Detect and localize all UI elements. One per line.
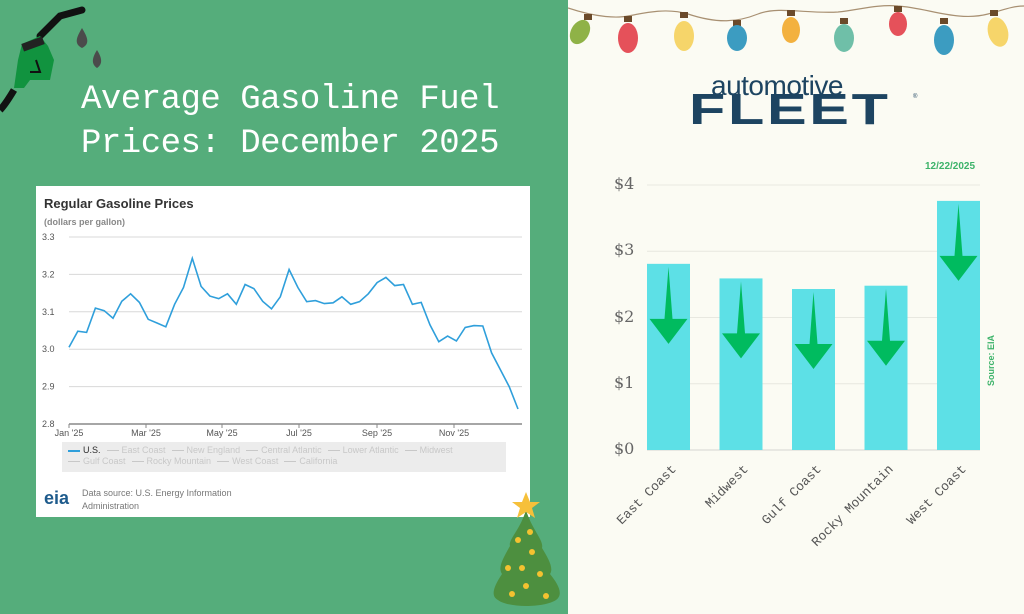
legend-item[interactable]: Midwest bbox=[404, 445, 453, 456]
legend-swatch bbox=[106, 450, 119, 452]
legend-item[interactable]: California bbox=[284, 456, 337, 467]
legend-label: Central Atlantic bbox=[261, 445, 322, 455]
source-line-1: Data source: U.S. Energy Information bbox=[82, 488, 232, 498]
y-tick-label: $4 bbox=[614, 174, 635, 193]
christmas-tree-icon bbox=[493, 492, 560, 606]
light-bulb-icon bbox=[834, 18, 854, 52]
x-tick-label: May '25 bbox=[206, 428, 237, 438]
down-arrow-icon bbox=[722, 281, 760, 359]
y-tick-label: 3.3 bbox=[42, 232, 55, 242]
data-source-note: Data source: U.S. Energy Information Adm… bbox=[82, 487, 282, 513]
source-line-2: Administration bbox=[82, 501, 140, 511]
us-price-line bbox=[68, 255, 519, 410]
x-tick-label: Nov '25 bbox=[439, 428, 469, 438]
legend-swatch bbox=[327, 450, 340, 452]
y-tick-label: 3.1 bbox=[42, 307, 55, 317]
legend-item[interactable]: East Coast bbox=[106, 445, 166, 456]
legend-item[interactable]: Central Atlantic bbox=[246, 445, 322, 456]
legend-label: West Coast bbox=[232, 456, 279, 466]
fuel-pump-icon bbox=[0, 6, 102, 113]
legend-swatch bbox=[68, 461, 80, 463]
legend-label: East Coast bbox=[121, 445, 166, 455]
legend-item[interactable]: Gulf Coast bbox=[68, 456, 126, 467]
x-tick-label: Sep '25 bbox=[362, 428, 392, 438]
line-chart-legend: U.S. East Coast New England Central Atlanti… bbox=[62, 442, 506, 472]
string-lights-decoration bbox=[568, 5, 1024, 55]
legend-label: Rocky Mountain bbox=[146, 456, 212, 466]
light-bulb-icon bbox=[674, 12, 694, 51]
title-line-1: Average Gasoline Fuel bbox=[81, 81, 499, 119]
down-arrow-icon bbox=[867, 288, 905, 366]
line-chart-title: Regular Gasoline Prices bbox=[44, 196, 194, 211]
drop-icon bbox=[76, 28, 88, 48]
star-icon bbox=[512, 492, 540, 518]
legend-swatch bbox=[404, 450, 417, 452]
y-tick-label: 3.2 bbox=[42, 269, 55, 279]
legend-item[interactable]: New England bbox=[171, 445, 241, 456]
legend-swatch bbox=[246, 450, 259, 452]
bar-chart-date: 12/22/2025 bbox=[925, 161, 976, 172]
light-bulb-icon bbox=[934, 18, 954, 55]
legend-label: Lower Atlantic bbox=[342, 445, 399, 455]
registered-mark: ® bbox=[913, 94, 918, 100]
legend-swatch bbox=[171, 450, 184, 452]
light-bulb-icon bbox=[569, 14, 592, 45]
legend-swatch bbox=[217, 461, 230, 463]
legend-label: Midwest bbox=[419, 445, 453, 455]
x-tick-label: Jul '25 bbox=[286, 428, 312, 438]
legend-label: Gulf Coast bbox=[83, 456, 126, 466]
legend-item[interactable]: Lower Atlantic bbox=[327, 445, 399, 456]
down-arrow-icon bbox=[939, 203, 978, 281]
legend-label: New England bbox=[186, 445, 241, 455]
light-bulb-icon bbox=[782, 10, 800, 43]
light-bulb-icon bbox=[727, 20, 747, 51]
light-bulb-icon bbox=[889, 6, 907, 36]
bar-chart-plot bbox=[647, 184, 980, 451]
line-chart-unit: (dollars per gallon) bbox=[44, 217, 126, 227]
legend-swatch bbox=[131, 461, 144, 463]
x-tick-label: Mar '25 bbox=[131, 428, 161, 438]
y-tick-label: $0 bbox=[614, 439, 635, 458]
light-bulb-icon bbox=[618, 16, 638, 53]
legend-item[interactable]: Rocky Mountain bbox=[131, 456, 212, 467]
x-tick-label: Jan '25 bbox=[55, 428, 84, 438]
y-tick-label: 2.9 bbox=[42, 382, 55, 392]
brand-bottom: FLEET bbox=[689, 85, 891, 134]
legend-label: U.S. bbox=[83, 445, 101, 455]
eia-logo: eia bbox=[44, 488, 70, 508]
down-arrow-icon bbox=[649, 266, 688, 344]
legend-item[interactable]: West Coast bbox=[217, 456, 278, 467]
y-tick-label: 3.0 bbox=[42, 344, 55, 354]
legend-item[interactable]: U.S. bbox=[68, 445, 101, 456]
page-title: Average Gasoline Fuel Prices: December 2… bbox=[55, 78, 525, 166]
title-line-2: Prices: December 2025 bbox=[81, 125, 499, 163]
eia-chart-card: Regular Gasoline Prices (dollars per gal… bbox=[36, 186, 530, 517]
brand-top: automotive bbox=[711, 70, 843, 101]
legend-label: California bbox=[299, 456, 338, 466]
y-tick-label: $1 bbox=[614, 372, 635, 392]
y-tick-label: $2 bbox=[614, 306, 635, 326]
light-bulb-icon bbox=[987, 10, 1009, 47]
bar-chart-source: Source: EIA bbox=[986, 334, 996, 386]
y-tick-label: $3 bbox=[614, 240, 635, 260]
legend-swatch bbox=[284, 461, 297, 463]
drop-icon bbox=[92, 50, 102, 68]
y-tick-label: 2.8 bbox=[42, 419, 55, 429]
line-chart-plot: 2.8 2.9 3.0 3.1 3.2 3.3 Jan '25 Mar '25 May '25 J… bbox=[42, 232, 522, 438]
legend-swatch bbox=[68, 449, 80, 452]
down-arrow-icon bbox=[794, 292, 833, 370]
